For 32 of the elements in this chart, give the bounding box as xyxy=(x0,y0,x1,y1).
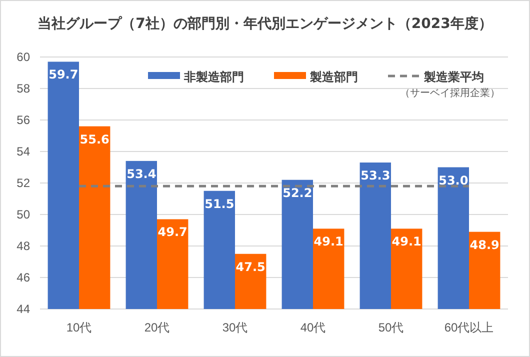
data-label: 53.3 xyxy=(360,168,390,183)
data-label: 59.7 xyxy=(48,68,78,82)
data-label: 49.1 xyxy=(392,234,422,249)
x-tick-label: 40代 xyxy=(300,320,326,335)
data-label: 49.7 xyxy=(158,225,188,240)
y-tick-label: 44 xyxy=(16,302,30,316)
data-label: 49.1 xyxy=(314,234,344,249)
data-label: 48.9 xyxy=(470,238,500,252)
data-label: 47.5 xyxy=(236,260,266,274)
y-tick-label: 50 xyxy=(16,207,30,222)
y-tick-label: 56 xyxy=(16,112,30,127)
data-label: 55.6 xyxy=(80,132,110,146)
data-label: 53.4 xyxy=(126,166,156,181)
annotation: （サーベイ採用企業） xyxy=(400,87,500,99)
x-tick-label: 10代 xyxy=(66,320,92,335)
data-label: 51.5 xyxy=(204,196,234,211)
y-tick-label: 60 xyxy=(16,50,30,64)
y-tick-label: 58 xyxy=(16,81,30,96)
x-tick-label: 30代 xyxy=(222,320,248,335)
x-tick-label: 60代以上 xyxy=(444,320,494,335)
y-tick-label: 48 xyxy=(16,238,30,253)
y-tick-label: 54 xyxy=(16,144,30,158)
legend-label: 製造業平均 xyxy=(423,70,484,84)
x-tick-label: 20代 xyxy=(144,320,170,335)
y-tick-label: 52 xyxy=(16,176,30,190)
y-tick-label: 46 xyxy=(16,270,30,284)
chart-title: 当社グループ（7社）の部門別・年代別エンゲージメント（2023年度） xyxy=(38,15,492,32)
x-tick-label: 50代 xyxy=(378,320,404,335)
data-label: 52.2 xyxy=(282,186,312,200)
legend-label: 非製造部門 xyxy=(183,70,244,84)
data-label: 53.0 xyxy=(438,173,468,188)
legend-label: 製造部門 xyxy=(309,70,358,84)
